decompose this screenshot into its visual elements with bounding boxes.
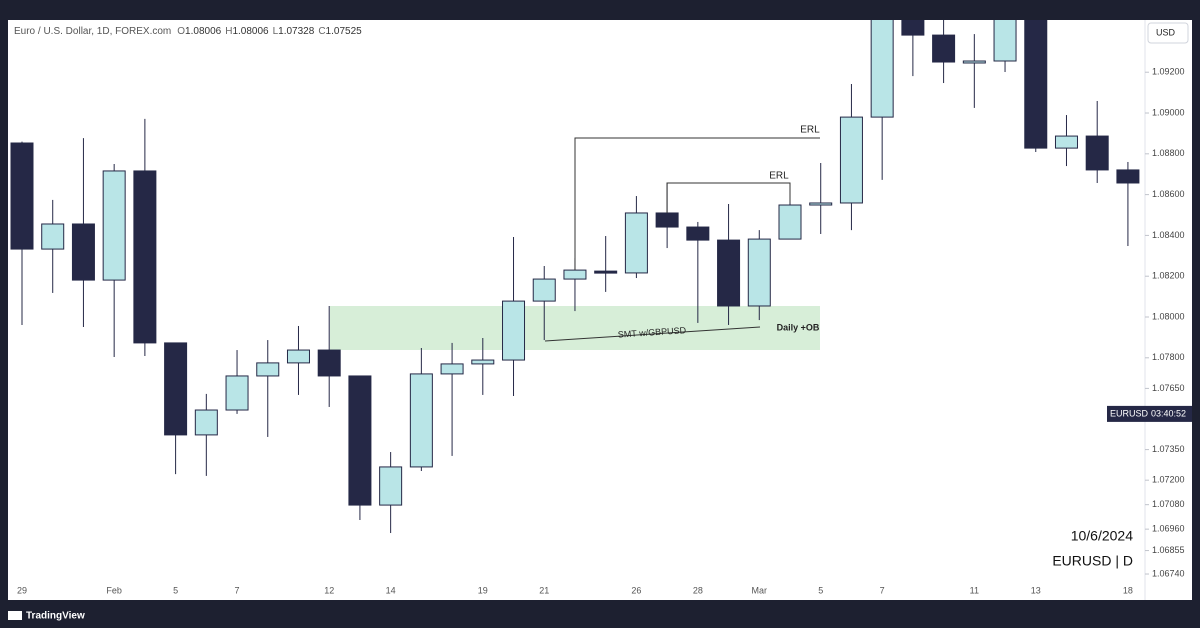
candle-body [348, 375, 372, 506]
last-price-marker [1107, 405, 1192, 422]
annotation-label: ERL [800, 125, 820, 136]
ohlc-value: 1.07328 [278, 26, 315, 37]
y-tick-label: 1.08600 [1152, 189, 1185, 199]
y-tick-label: 1.08800 [1152, 148, 1185, 158]
candle-body [993, 20, 1017, 62]
x-tick-label: 19 [478, 585, 488, 595]
smt-line [544, 326, 761, 342]
x-tick-label: 29 [17, 585, 27, 595]
y-tick-label: 1.09200 [1152, 67, 1185, 77]
candle-body [379, 466, 403, 506]
candle-body [563, 269, 587, 280]
candle-body [686, 226, 710, 241]
candle-body [502, 300, 526, 361]
x-tick-label: Mar [752, 585, 768, 595]
y-tick-label: 1.07350 [1152, 444, 1185, 454]
candle-body [256, 362, 280, 377]
candle-body [10, 142, 34, 250]
candle-body [655, 212, 679, 228]
y-tick-label: 1.06740 [1152, 568, 1185, 578]
candle-body [286, 349, 310, 364]
candle-body [1085, 135, 1109, 171]
plot-area [10, 20, 1140, 534]
symbol-header: Euro / U.S. Dollar, 1D, FOREX.com O1.0800… [14, 26, 362, 37]
candle-body [717, 239, 741, 307]
annotation-label: ERL [769, 171, 789, 182]
candle-body [194, 409, 218, 436]
x-tick-label: 26 [631, 585, 641, 595]
candle-body [41, 223, 65, 250]
y-tick-label: 1.06960 [1152, 524, 1185, 534]
logo-mark [8, 611, 22, 620]
x-tick-label: 7 [235, 585, 240, 595]
ohlc-key: O [177, 26, 185, 37]
y-tick-label: 1.07080 [1152, 499, 1185, 509]
candle-body [1024, 20, 1048, 149]
candle-body [594, 270, 618, 274]
x-tick-label: 11 [970, 585, 979, 595]
candle-body [1116, 169, 1140, 184]
watermark-symbol: EURUSD | D [1052, 553, 1133, 569]
candle-body [317, 349, 341, 377]
x-tick-label: 13 [1031, 585, 1041, 595]
y-tick-label: 1.08000 [1152, 311, 1185, 321]
y-tick-label: 1.08200 [1152, 271, 1185, 281]
annotation-label: Daily +OB [777, 322, 820, 332]
symbol-title: Euro / U.S. Dollar, 1D, FOREX.com [14, 26, 171, 37]
annotation-label: SMT w/GBPUSD [618, 325, 687, 339]
x-tick-label: 7 [880, 585, 885, 595]
candle-body [962, 60, 986, 64]
ohlc-key: L [273, 26, 279, 37]
x-tick-label: 5 [818, 585, 823, 595]
ohlc-value: 1.07525 [326, 26, 363, 37]
x-tick-label: Feb [106, 585, 122, 595]
candle-body [71, 223, 95, 281]
candle-body [164, 342, 188, 436]
candle-body [901, 20, 925, 36]
y-tick-label: 1.07800 [1152, 352, 1185, 362]
annotations [544, 137, 820, 342]
candle-body [440, 363, 464, 375]
ohlc-key: H [225, 26, 232, 37]
y-tick-label: 1.08400 [1152, 230, 1185, 240]
x-tick-label: 5 [173, 585, 178, 595]
candle-body [409, 373, 433, 468]
y-tick-label: 1.07650 [1152, 383, 1185, 393]
ohlc-value: 1.08006 [232, 26, 269, 37]
x-tick-label: 21 [539, 585, 549, 595]
candle-body [1054, 135, 1078, 149]
x-tick-label: 12 [324, 585, 334, 595]
last-price-symbol: EURUSD [1110, 408, 1149, 418]
last-price-countdown: 03:40:52 [1151, 408, 1186, 418]
candle-body [932, 34, 956, 63]
candle-body [133, 170, 157, 344]
y-tick-label: 1.09000 [1152, 107, 1185, 117]
candle-body [624, 212, 648, 274]
ohlc-value: 1.08006 [185, 26, 222, 37]
candle-body [102, 170, 126, 281]
x-tick-label: 18 [1123, 585, 1133, 595]
candle-body [778, 204, 802, 240]
branding[interactable]: TradingView [26, 611, 85, 622]
ohlc-key: C [318, 26, 325, 37]
candle-body [870, 20, 894, 118]
x-tick-label: 14 [386, 585, 396, 595]
y-tick-label: 1.06855 [1152, 545, 1185, 555]
candle-body [471, 359, 495, 365]
candle-body [747, 238, 771, 307]
candle-body [839, 116, 863, 204]
watermark-date: 10/6/2024 [1071, 528, 1133, 544]
y-tick-label: 1.07200 [1152, 475, 1185, 485]
erl-line [666, 182, 791, 213]
x-tick-label: 28 [693, 585, 703, 595]
currency-box [1147, 22, 1189, 44]
currency: USD [1156, 27, 1176, 37]
candle-body [532, 278, 556, 302]
erl-line [574, 137, 820, 270]
candle-body [225, 375, 249, 411]
candle-body [809, 202, 833, 206]
